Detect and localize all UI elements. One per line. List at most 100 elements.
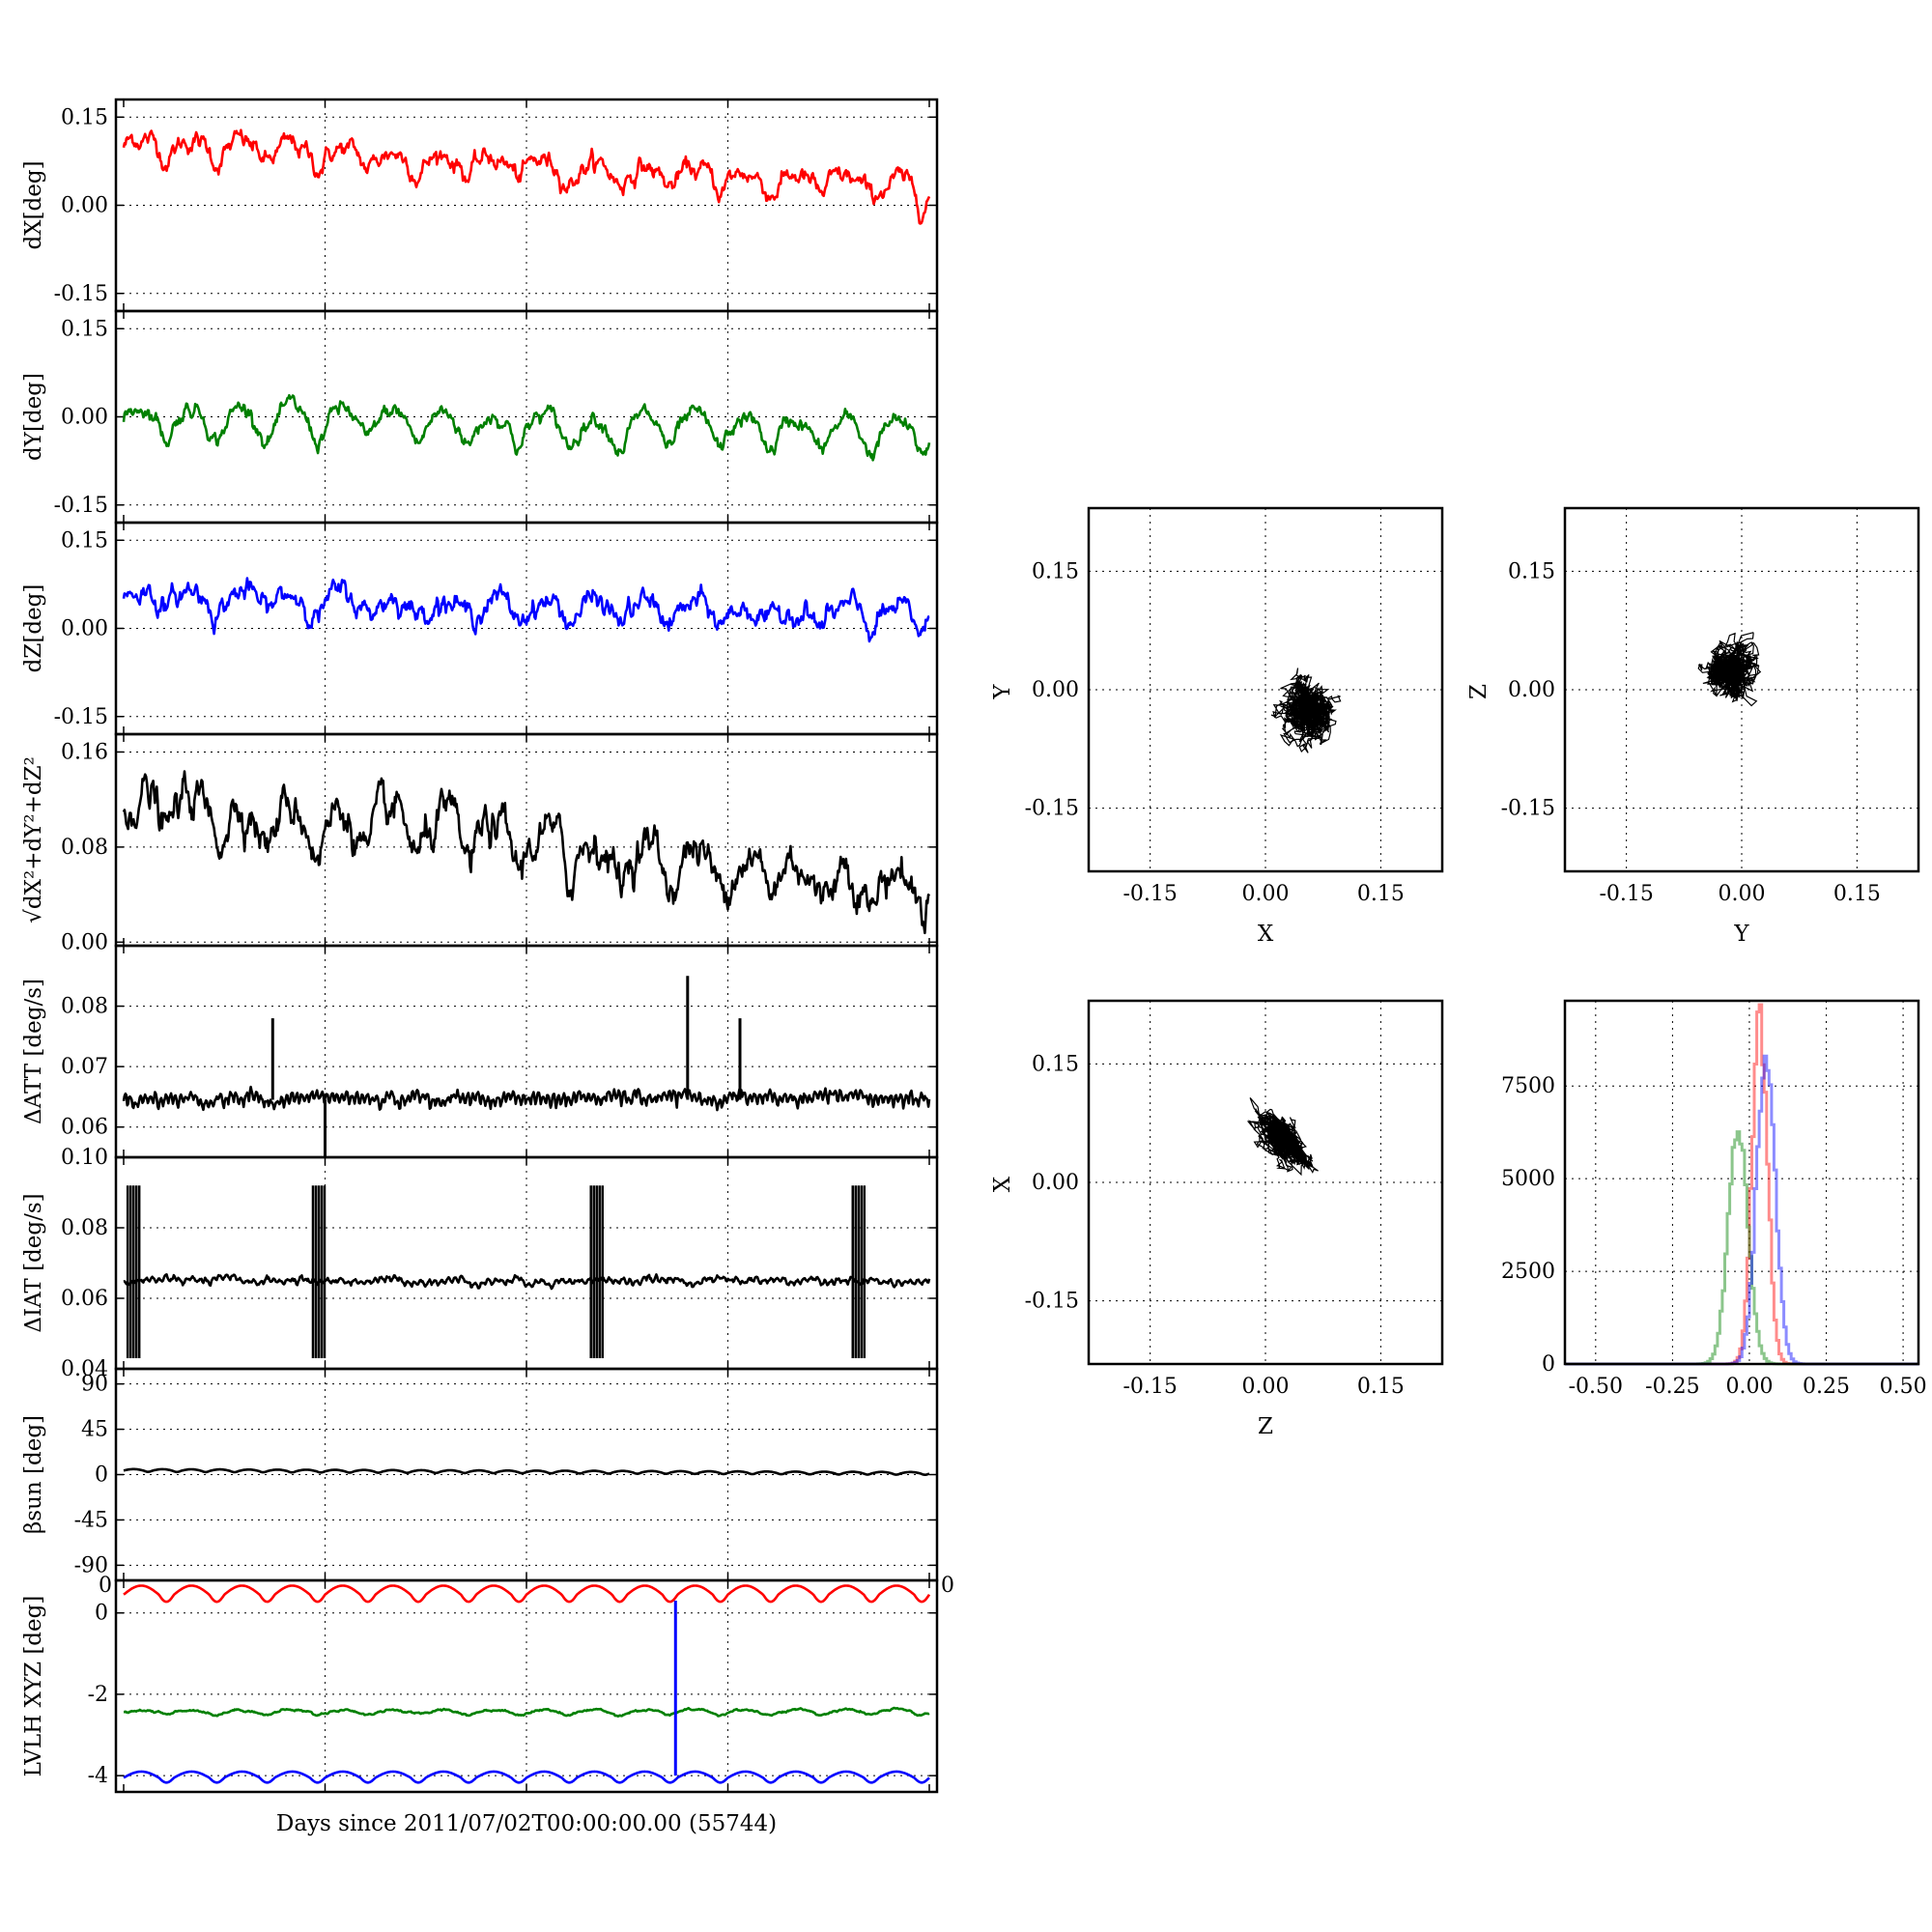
panel-dATT: 0.06 0.07 0.08 ΔATT [deg/s] bbox=[21, 944, 939, 1159]
y-tick-label: 0.06 bbox=[61, 1287, 108, 1311]
series-line-dY-0 bbox=[122, 393, 931, 462]
y-axis-label: Z bbox=[1466, 684, 1492, 699]
x-tick-label: -0.15 bbox=[1122, 882, 1177, 906]
y-axis-label: dX[deg] bbox=[21, 160, 46, 249]
y-tick-label: 0.10 bbox=[61, 1146, 108, 1170]
y-tick-label: 0.15 bbox=[61, 105, 108, 129]
y-tick-label: 2500 bbox=[1501, 1260, 1555, 1284]
x-axis-label: X bbox=[1258, 922, 1274, 947]
axes-frame bbox=[1563, 506, 1920, 873]
series-line-dTotal-0 bbox=[122, 770, 931, 935]
figure-xlabel: Days since 2011/07/02T00:00:00.00 (55744… bbox=[276, 1811, 777, 1836]
histogram-step-1 bbox=[1565, 1130, 1919, 1366]
axes-frame bbox=[114, 1578, 939, 1794]
x-tick-label: 0.00 bbox=[1719, 882, 1766, 906]
panel-hist: -0.50 -0.25 0.00 0.25 0.50 0 2500 5000 7500 bbox=[1501, 999, 1927, 1399]
series-line-beta-0 bbox=[123, 1467, 930, 1476]
axes-frame bbox=[1087, 999, 1444, 1366]
y-tick-label: 0.00 bbox=[61, 194, 108, 218]
y-tick-label: -0.15 bbox=[54, 494, 108, 518]
x-tick-label: 0.00 bbox=[1242, 882, 1290, 906]
y-tick-label: 0.00 bbox=[61, 617, 108, 641]
y-tick-label: -0.15 bbox=[54, 282, 108, 306]
axes-frame bbox=[114, 732, 939, 948]
trajectory-yz bbox=[1697, 632, 1762, 707]
axes-frame bbox=[114, 944, 939, 1159]
series-line-lvlh-1 bbox=[123, 1706, 930, 1718]
y-tick-label: -0.15 bbox=[1025, 1290, 1079, 1314]
y-tick-label: -45 bbox=[74, 1508, 108, 1532]
y-tick-label: -4 bbox=[88, 1764, 108, 1788]
y-tick-label: -0.15 bbox=[54, 705, 108, 729]
panel-dIAT: 0.04 0.06 0.08 0.10 ΔIAT [deg/s] bbox=[21, 1146, 939, 1381]
x-tick-label: -0.25 bbox=[1645, 1375, 1699, 1399]
y-tick-label: 0.16 bbox=[61, 740, 108, 764]
y-tick-label: 0.00 bbox=[61, 930, 108, 954]
panel-dY: -0.15 0.00 0.15 dY[deg] bbox=[21, 309, 939, 525]
series-line-lvlh-0 bbox=[123, 1584, 931, 1604]
x-tick-label: 0.15 bbox=[1357, 882, 1405, 906]
series-line-dX-0 bbox=[122, 128, 931, 225]
series-line-dZ-0 bbox=[122, 577, 930, 643]
histogram-step-0 bbox=[1565, 1003, 1919, 1366]
y-axis-label: √dX²+dY²+dZ² bbox=[21, 756, 46, 923]
axes-frame bbox=[1087, 506, 1444, 873]
y-tick-label: 0 bbox=[95, 1602, 108, 1626]
x-tick-label: 0.00 bbox=[1725, 1375, 1773, 1399]
corner-tick-label: 0 bbox=[941, 1574, 954, 1598]
axes-frame bbox=[1563, 999, 1920, 1366]
y-axis-label: ΔATT [deg/s] bbox=[21, 979, 46, 1124]
y-tick-label: 5000 bbox=[1501, 1167, 1555, 1191]
y-tick-label: 0.04 bbox=[61, 1357, 108, 1381]
trajectory-xy bbox=[1270, 668, 1342, 753]
y-axis-label: ΔIAT [deg/s] bbox=[21, 1193, 46, 1332]
corner-tick-label: 0 bbox=[99, 1574, 112, 1598]
y-tick-label: 0.15 bbox=[1032, 559, 1079, 583]
x-axis-label: Z bbox=[1258, 1414, 1273, 1439]
y-tick-label: 0.08 bbox=[61, 836, 108, 860]
series-line-dIAT-0 bbox=[123, 1273, 931, 1291]
y-tick-label: 0 bbox=[95, 1463, 108, 1488]
y-tick-label: 0.00 bbox=[1032, 678, 1079, 702]
x-axis-label: Y bbox=[1733, 922, 1749, 947]
y-tick-label: 0.08 bbox=[61, 1216, 108, 1240]
panel-xy: -0.15 -0.15 0.00 0.00 0.15 0.15 X Y bbox=[990, 506, 1444, 947]
y-tick-label: 0.15 bbox=[1508, 559, 1555, 583]
axes-frame bbox=[114, 1155, 939, 1371]
x-tick-label: 0.00 bbox=[1242, 1375, 1290, 1399]
panel-dZ: -0.15 0.00 0.15 dZ[deg] bbox=[21, 521, 939, 736]
panel-lvlh: -4 -2 0 0 0 LVLH XYZ [deg] bbox=[21, 1574, 954, 1794]
y-tick-label: 0.00 bbox=[1508, 678, 1555, 702]
panel-dX: -0.15 0.00 0.15 dX[deg] bbox=[21, 98, 939, 313]
x-tick-label: 0.15 bbox=[1357, 1375, 1405, 1399]
y-axis-label: βsun [deg] bbox=[21, 1415, 46, 1534]
x-tick-label: -0.15 bbox=[1599, 882, 1653, 906]
x-tick-label: -0.15 bbox=[1122, 1375, 1177, 1399]
y-tick-label: 45 bbox=[81, 1418, 108, 1442]
x-tick-label: 0.15 bbox=[1833, 882, 1881, 906]
trajectory-zx bbox=[1246, 1097, 1319, 1177]
y-tick-label: 0 bbox=[1542, 1352, 1555, 1377]
y-tick-label: -2 bbox=[88, 1683, 108, 1707]
panel-beta: -90 -45 0 45 90 βsun [deg] bbox=[21, 1367, 939, 1582]
series-line-lvlh-2 bbox=[123, 1770, 930, 1784]
y-axis-label: X bbox=[990, 1176, 1015, 1192]
y-tick-label: 7500 bbox=[1501, 1074, 1555, 1098]
y-tick-label: 0.15 bbox=[61, 317, 108, 341]
histogram-step-2 bbox=[1565, 1054, 1919, 1366]
panel-yz: -0.15 -0.15 0.00 0.00 0.15 0.15 Y Z bbox=[1466, 506, 1920, 947]
y-tick-label: 0.00 bbox=[1032, 1171, 1079, 1195]
y-tick-label: 0.07 bbox=[61, 1055, 108, 1079]
y-tick-label: 90 bbox=[81, 1373, 108, 1397]
y-tick-label: 0.08 bbox=[61, 995, 108, 1019]
y-axis-label: Y bbox=[990, 684, 1015, 700]
y-tick-label: -0.15 bbox=[1501, 797, 1555, 821]
y-axis-label: LVLH XYZ [deg] bbox=[21, 1596, 46, 1777]
x-tick-label: 0.25 bbox=[1803, 1375, 1850, 1399]
y-tick-label: -90 bbox=[74, 1553, 108, 1577]
y-tick-label: 0.00 bbox=[61, 406, 108, 430]
y-axis-label: dY[deg] bbox=[21, 373, 46, 461]
y-tick-label: -0.15 bbox=[1025, 797, 1079, 821]
x-tick-label: 0.50 bbox=[1880, 1375, 1927, 1399]
